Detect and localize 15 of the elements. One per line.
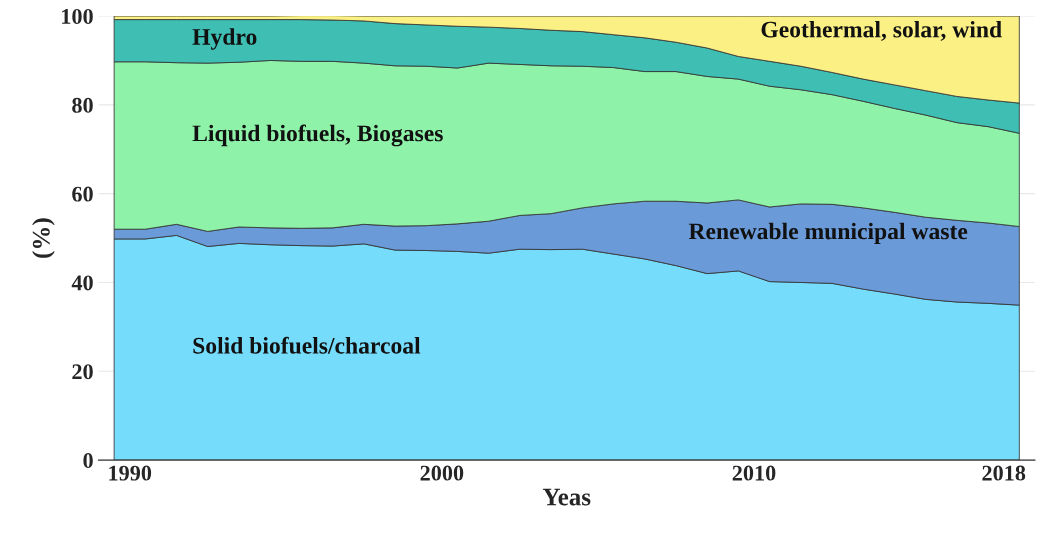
y-tick-label: 0 <box>83 453 93 469</box>
y-tick-label: 60 <box>72 186 93 202</box>
y-tick-label: 40 <box>71 275 93 291</box>
y-tick-label: 20 <box>72 364 93 380</box>
y-axis-title: (%) <box>32 218 55 258</box>
y-tick-label: 100 <box>62 8 93 24</box>
series-label: Geothermal, solar, wind <box>761 20 1002 41</box>
series-label: Hydro <box>192 28 257 50</box>
x-tick-label: 2010 <box>732 465 776 481</box>
x-axis-title: Yeas <box>542 488 591 506</box>
y-tick-label: 80 <box>72 97 93 113</box>
x-tick-label: 2018 <box>982 465 1026 481</box>
series-label: Liquid biofuels, Biogases <box>192 124 443 147</box>
x-tick-label: 2000 <box>420 465 464 481</box>
x-tick-label: 1990 <box>109 465 152 481</box>
